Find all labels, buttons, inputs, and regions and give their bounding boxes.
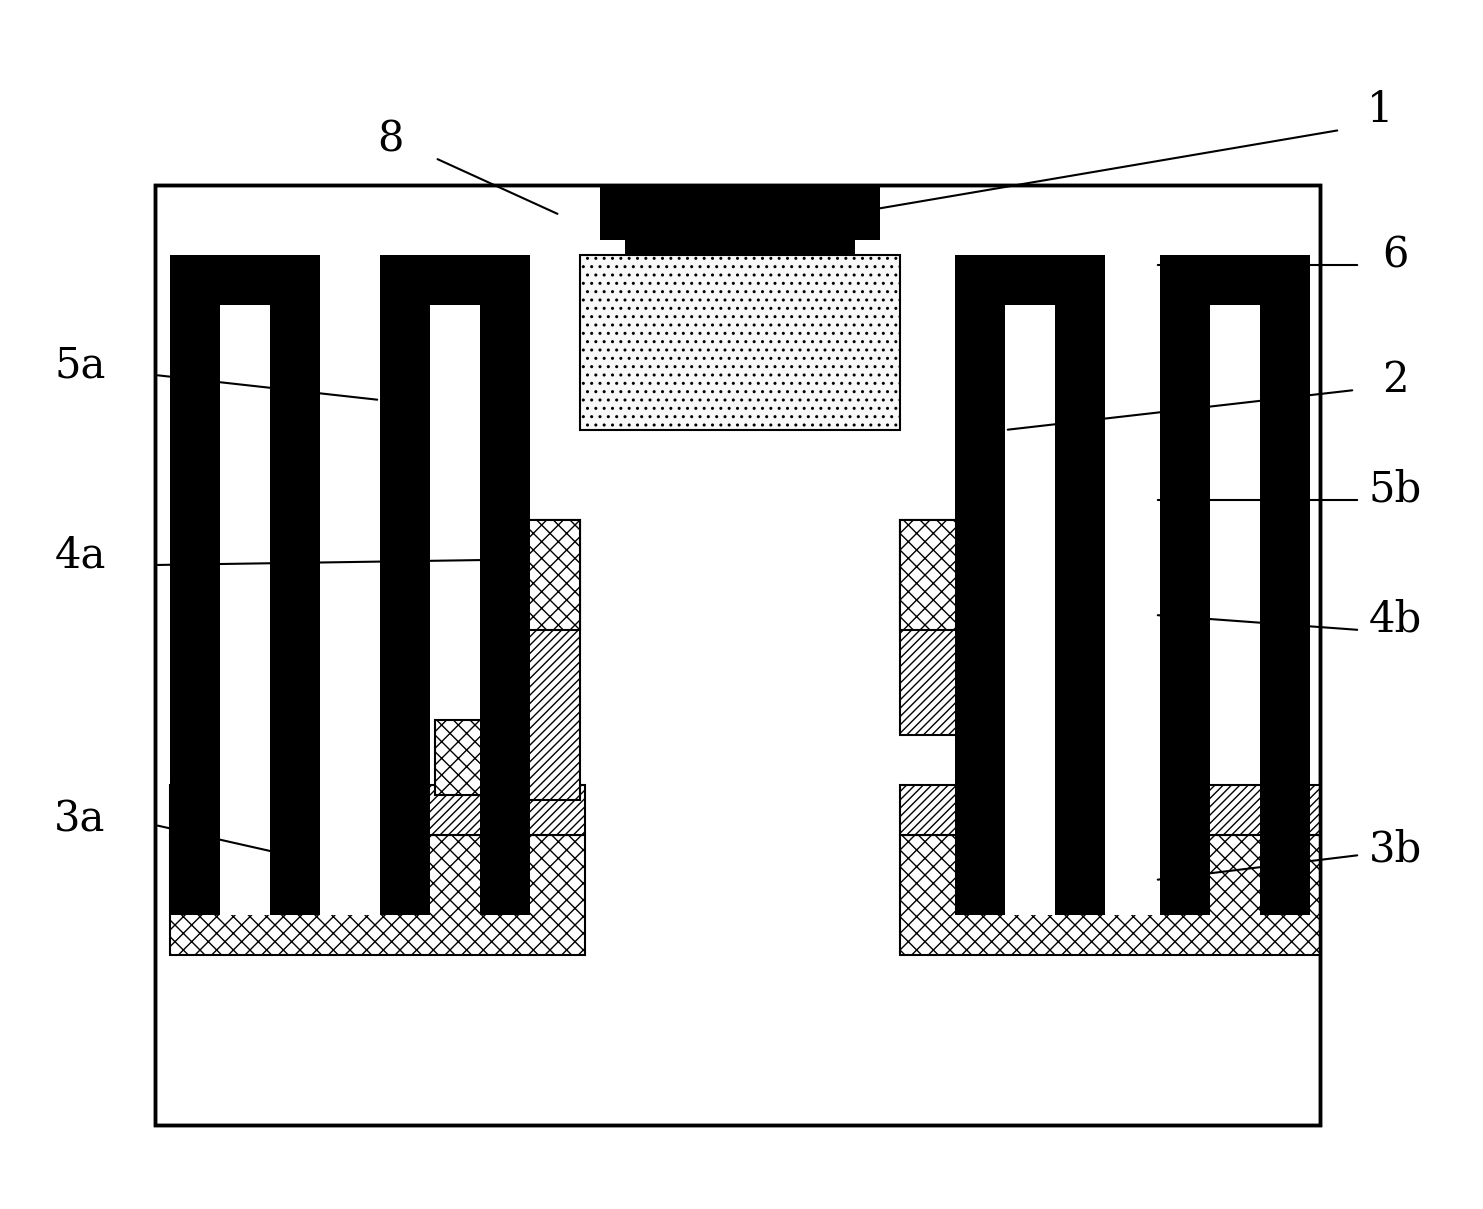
Bar xyxy=(1160,255,1210,915)
Bar xyxy=(580,255,900,430)
Bar xyxy=(480,255,529,915)
Bar xyxy=(485,520,580,800)
Text: 5b: 5b xyxy=(1369,469,1422,511)
Bar xyxy=(601,185,879,241)
Bar xyxy=(1261,255,1309,915)
Bar xyxy=(485,520,580,630)
Bar xyxy=(955,255,1105,305)
Bar xyxy=(270,255,320,915)
Text: 2: 2 xyxy=(1382,359,1409,401)
Bar xyxy=(900,520,995,735)
Bar xyxy=(156,185,1320,1126)
Bar xyxy=(380,255,430,915)
Bar xyxy=(380,255,430,915)
Bar xyxy=(529,255,955,915)
Bar xyxy=(380,255,529,305)
Text: 6: 6 xyxy=(1382,235,1409,276)
Bar xyxy=(1054,255,1105,915)
Bar xyxy=(1160,255,1309,305)
Bar xyxy=(171,255,219,915)
Bar xyxy=(1005,255,1166,915)
Bar xyxy=(219,255,380,915)
Bar xyxy=(171,255,320,305)
Bar xyxy=(955,255,1105,305)
Bar xyxy=(1054,255,1105,915)
Text: 4a: 4a xyxy=(55,534,105,575)
Bar xyxy=(955,255,1005,915)
Bar xyxy=(624,241,856,270)
Bar xyxy=(480,255,529,915)
Text: 1: 1 xyxy=(1367,89,1393,131)
Bar xyxy=(171,255,320,305)
Text: 3b: 3b xyxy=(1369,829,1422,870)
Text: 5a: 5a xyxy=(55,345,105,386)
Text: 4b: 4b xyxy=(1369,598,1422,641)
Bar xyxy=(900,785,1320,835)
Bar xyxy=(380,255,529,305)
Bar xyxy=(171,255,219,915)
Bar xyxy=(900,520,995,630)
Text: 8: 8 xyxy=(377,118,403,161)
Text: 3a: 3a xyxy=(55,799,105,841)
Bar xyxy=(171,835,584,955)
Bar xyxy=(270,255,320,915)
Bar xyxy=(955,255,1005,915)
Bar xyxy=(171,785,584,835)
Bar xyxy=(900,835,1320,955)
Bar xyxy=(435,721,485,796)
Bar xyxy=(1261,255,1309,915)
Bar xyxy=(1160,255,1309,305)
Bar xyxy=(156,185,1320,1126)
Bar xyxy=(1160,255,1210,915)
